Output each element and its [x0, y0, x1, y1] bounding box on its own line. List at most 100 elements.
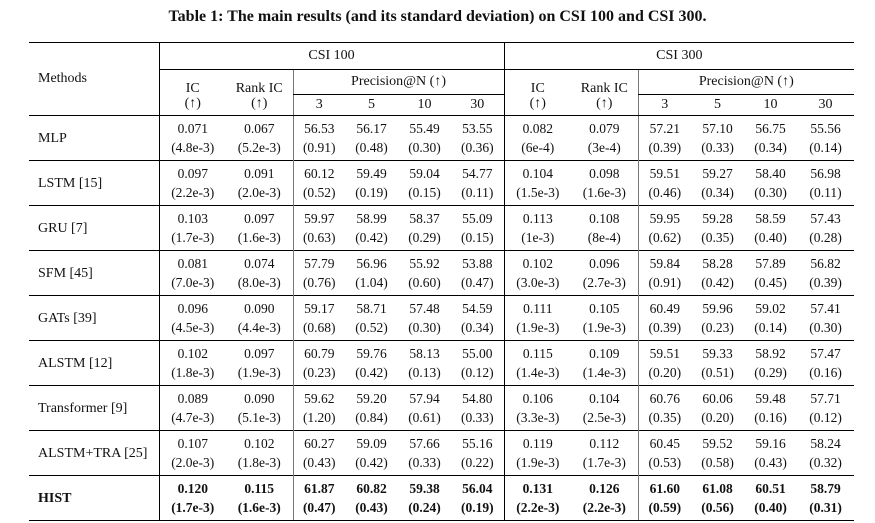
std-value: (0.30) [809, 320, 842, 335]
std-value: (1.9e-3) [237, 365, 281, 380]
result-cell: 57.71 (0.12) [797, 385, 855, 431]
std-value: (0.16) [754, 410, 787, 425]
result-cell: 59.09 (0.42) [345, 430, 398, 476]
result-cell: 0.102 (3.0e-3) [503, 250, 572, 296]
std-value: (0.31) [809, 500, 842, 515]
result-cell: 0.108 (8e-4) [571, 205, 639, 251]
mean-value: 59.04 [409, 166, 440, 181]
mean-value: 59.17 [304, 301, 335, 316]
result-cell: 0.107 (2.0e-3) [158, 430, 226, 476]
result-cell: 0.067 (5.2e-3) [226, 115, 293, 161]
mean-value: 0.105 [589, 301, 620, 316]
std-value: (1e-3) [521, 230, 555, 245]
std-value: (0.43) [302, 455, 336, 470]
mean-value: 0.119 [522, 436, 553, 451]
mean-value: 55.56 [810, 121, 841, 136]
std-value: (0.23) [302, 365, 336, 380]
result-cell: 0.113 (1e-3) [503, 205, 572, 251]
result-cell: 60.12 (0.52) [292, 160, 345, 206]
mean-value: 59.84 [649, 256, 680, 271]
std-value: (1.8e-3) [171, 365, 215, 380]
std-value: (8e-4) [587, 230, 621, 245]
std-value: (0.35) [701, 230, 734, 245]
std-value: (0.29) [754, 365, 787, 380]
std-value: (0.68) [302, 320, 336, 335]
n-header: 30 [797, 94, 855, 116]
mean-value: 0.115 [522, 346, 553, 361]
mean-value: 60.79 [304, 346, 335, 361]
std-value: (0.12) [460, 365, 494, 380]
std-value: (0.12) [809, 410, 842, 425]
mean-value: 61.60 [649, 481, 680, 496]
std-value: (0.34) [460, 320, 494, 335]
result-cell: 0.090 (4.4e-3) [226, 295, 293, 341]
std-value: (0.60) [408, 275, 441, 290]
std-value: (0.39) [648, 320, 682, 335]
std-value: (1.6e-3) [582, 185, 626, 200]
std-value: (0.33) [408, 455, 441, 470]
methods-header: Methods [29, 42, 159, 116]
result-cell: 58.40 (0.30) [744, 160, 798, 206]
result-cell: 59.38 (0.24) [398, 475, 451, 521]
mean-value: 0.112 [589, 436, 620, 451]
std-value: (4.8e-3) [171, 140, 215, 155]
mean-value: 57.41 [810, 301, 841, 316]
result-cell: 59.33 (0.51) [691, 340, 745, 386]
std-value: (0.39) [648, 140, 682, 155]
std-value: (0.11) [809, 185, 842, 200]
result-cell: 0.098 (1.6e-3) [571, 160, 639, 206]
mean-value: 54.59 [462, 301, 493, 316]
std-value: (0.42) [701, 275, 734, 290]
std-value: (0.32) [809, 455, 842, 470]
result-cell: 60.49 (0.39) [637, 295, 692, 341]
mean-value: 59.51 [649, 346, 680, 361]
result-cell: 59.17 (0.68) [292, 295, 345, 341]
result-cell: 0.119 (1.9e-3) [503, 430, 572, 476]
result-cell: 54.80 (0.33) [451, 385, 505, 431]
mean-value: 0.079 [589, 121, 620, 136]
std-value: (0.34) [754, 140, 787, 155]
mean-value: 59.96 [702, 301, 733, 316]
result-cell: 0.102 (1.8e-3) [158, 340, 226, 386]
mean-value: 57.48 [409, 301, 440, 316]
std-value: (0.15) [460, 230, 494, 245]
std-value: (0.13) [408, 365, 441, 380]
std-value: (1.7e-3) [171, 230, 215, 245]
mean-value: 57.21 [649, 121, 680, 136]
result-cell: 57.79 (0.76) [292, 250, 345, 296]
result-cell: 0.126 (2.2e-3) [571, 475, 639, 521]
result-cell: 60.45 (0.53) [637, 430, 692, 476]
result-cell: 59.02 (0.14) [744, 295, 798, 341]
result-cell: 55.92 (0.60) [398, 250, 451, 296]
std-value: (0.39) [809, 275, 842, 290]
mean-value: 54.80 [462, 391, 493, 406]
mean-value: 0.081 [177, 256, 208, 271]
mean-value: 59.52 [702, 436, 733, 451]
mean-value: 58.24 [810, 436, 841, 451]
std-value: (0.40) [754, 230, 787, 245]
table-row: Transformer [9] 0.089 (4.7e-3) 0.090 (5.1e-3… [29, 385, 855, 431]
mean-value: 53.55 [462, 121, 493, 136]
std-value: (0.23) [701, 320, 734, 335]
result-cell: 56.96 (1.04) [345, 250, 398, 296]
std-value: (2.5e-3) [582, 410, 626, 425]
result-cell: 54.59 (0.34) [451, 295, 505, 341]
mean-value: 59.38 [409, 481, 440, 496]
mean-value: 59.62 [304, 391, 335, 406]
std-value: (0.28) [809, 230, 842, 245]
mean-value: 56.98 [810, 166, 841, 181]
result-cell: 0.131 (2.2e-3) [503, 475, 572, 521]
mean-value: 60.51 [755, 481, 786, 496]
mean-value: 57.71 [810, 391, 841, 406]
std-value: (0.46) [648, 185, 682, 200]
std-value: (0.11) [461, 185, 494, 200]
std-value: (2.7e-3) [582, 275, 626, 290]
method-name: GRU [7] [29, 205, 159, 251]
result-cell: 0.115 (1.6e-3) [226, 475, 293, 521]
result-cell: 59.62 (1.20) [292, 385, 345, 431]
mean-value: 58.71 [356, 301, 387, 316]
mean-value: 60.45 [649, 436, 680, 451]
mean-value: 60.49 [649, 301, 680, 316]
result-cell: 59.95 (0.62) [637, 205, 692, 251]
result-cell: 60.51 (0.40) [744, 475, 798, 521]
